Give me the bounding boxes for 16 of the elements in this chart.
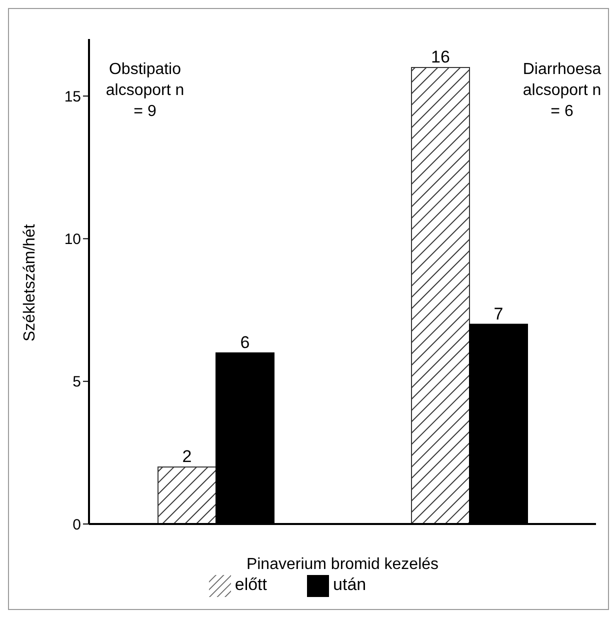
y-tick-label: 5 <box>72 374 81 391</box>
data-label: 16 <box>431 48 450 67</box>
annotation: Diarrhoesa alcsoport n = 6 <box>522 60 602 122</box>
data-label: 2 <box>182 446 192 466</box>
y-tick-label: 0 <box>72 516 81 534</box>
y-tick-label: 10 <box>64 231 81 248</box>
bar <box>411 67 470 524</box>
y-tick-label: 15 <box>64 88 81 106</box>
y-axis-title: Székletszám/hét <box>22 224 39 342</box>
legend-label: után <box>333 575 366 594</box>
legend-label: előtt <box>234 575 268 594</box>
bar <box>158 466 216 524</box>
x-axis-title: Pinaverium bromid kezelés <box>246 556 439 573</box>
data-label: 6 <box>240 332 250 352</box>
data-label: 7 <box>494 304 504 324</box>
annotation: Obstipatio alcsoport n = 9 <box>104 60 186 122</box>
